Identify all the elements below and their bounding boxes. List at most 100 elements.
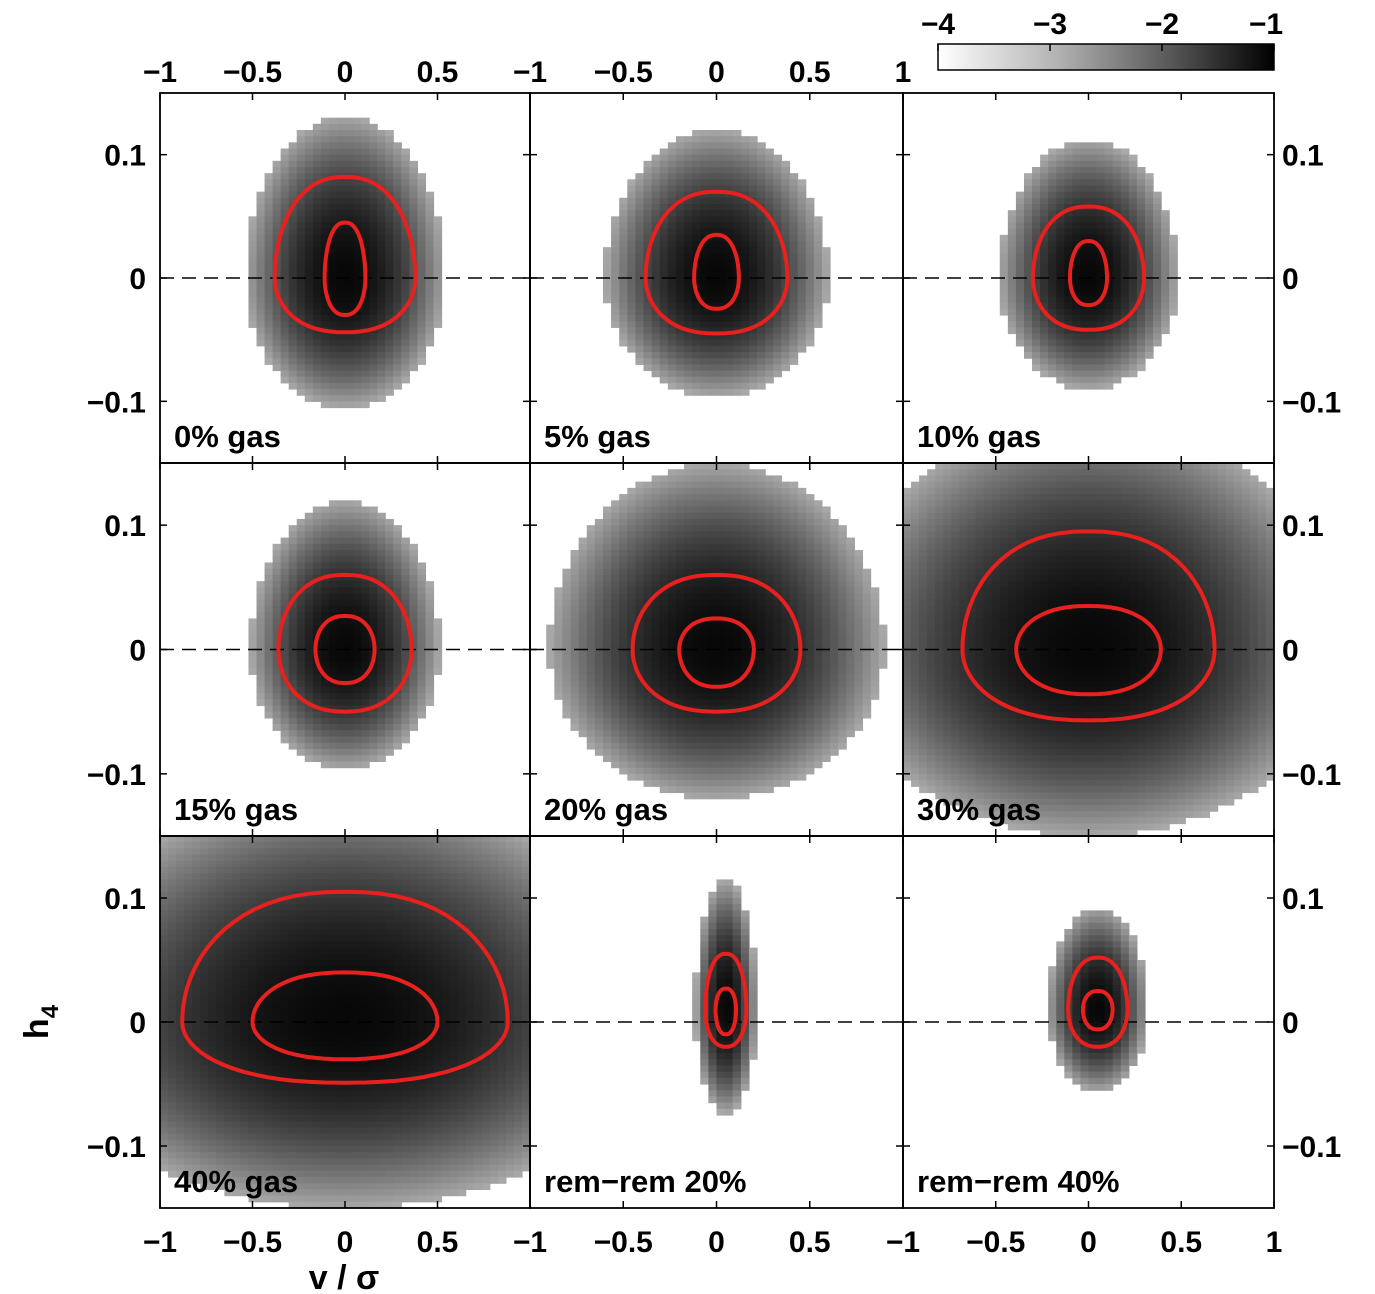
heat-cell	[716, 531, 726, 539]
heat-cell	[353, 518, 362, 526]
heat-cell	[675, 693, 685, 700]
heat-cell	[280, 686, 290, 694]
heat-cell	[369, 389, 378, 396]
heat-cell	[385, 265, 394, 273]
heat-cell	[369, 693, 378, 700]
heat-cell	[264, 711, 274, 719]
heat-cell	[361, 562, 370, 570]
heat-cell	[732, 222, 742, 230]
heat-cell	[570, 637, 580, 644]
heat-cell	[999, 241, 1009, 248]
heat-cell	[716, 247, 726, 254]
heat-cell	[425, 612, 435, 620]
heat-cell	[684, 637, 693, 644]
heat-cell	[312, 618, 322, 626]
heat-cell	[1128, 278, 1138, 285]
heat-cell	[1161, 228, 1170, 236]
heat-cell	[602, 531, 612, 539]
heat-cell	[264, 327, 274, 335]
heat-cell	[594, 630, 604, 638]
heat-cell	[288, 680, 298, 688]
heat-cell	[740, 315, 750, 322]
heat-cell	[813, 543, 823, 551]
heat-cell	[353, 699, 362, 707]
heat-cell	[417, 308, 427, 316]
heat-cell	[635, 197, 645, 205]
heat-cell	[1153, 290, 1162, 298]
heat-cell	[797, 271, 807, 279]
heat-cell	[611, 253, 620, 261]
heat-cell	[773, 630, 782, 638]
heat-cell	[570, 724, 580, 731]
heat-cell	[328, 699, 338, 707]
heat-cell	[773, 265, 782, 273]
heat-cell	[248, 216, 258, 224]
heat-cell	[748, 271, 758, 279]
heat-cell	[805, 562, 815, 570]
heat-cell	[700, 290, 709, 298]
heat-cell	[740, 736, 750, 744]
heat-cell	[724, 668, 734, 675]
panel-1: 0% gas	[160, 117, 530, 454]
heat-cell	[369, 376, 378, 384]
heat-cell	[336, 191, 346, 199]
heat-cell	[700, 222, 709, 230]
heat-cell	[740, 680, 750, 688]
heat-cell	[401, 556, 410, 564]
heat-cell	[999, 234, 1009, 242]
heat-cell	[336, 395, 346, 402]
heat-cell	[602, 599, 612, 607]
heat-cell	[256, 693, 266, 700]
heat-cell	[1088, 352, 1098, 359]
heat-cell	[353, 142, 362, 150]
heat-cell	[716, 290, 726, 298]
heat-cell	[813, 259, 823, 267]
heat-cell	[320, 216, 330, 224]
heat-cell	[1048, 271, 1057, 279]
heat-cell	[1128, 247, 1138, 254]
heat-cell	[651, 624, 661, 632]
heat-cell	[830, 668, 839, 675]
heat-cell	[619, 668, 628, 675]
heat-cell	[821, 699, 831, 707]
heat-cell	[1007, 327, 1017, 335]
heat-cell	[789, 247, 799, 254]
heat-cell	[304, 333, 314, 341]
heat-cell	[708, 487, 718, 495]
heat-cell	[619, 327, 628, 335]
heat-cell	[320, 333, 330, 341]
heat-cell	[1088, 271, 1098, 279]
heat-cell	[256, 599, 266, 607]
heat-cell	[684, 599, 693, 607]
heat-cell	[409, 618, 418, 626]
heat-cell	[740, 699, 750, 707]
heat-cell	[667, 290, 677, 298]
heat-cell	[724, 222, 734, 230]
heat-cell	[361, 637, 370, 644]
heat-cell	[369, 259, 378, 267]
heat-cell	[369, 531, 378, 539]
heat-cell	[797, 550, 807, 557]
heat-cell	[425, 637, 435, 644]
heat-cell	[781, 234, 791, 242]
heat-cell	[304, 136, 314, 143]
heat-cell	[256, 581, 266, 588]
heat-cell	[781, 302, 791, 310]
heat-cell	[757, 185, 766, 193]
heat-cell	[619, 717, 628, 725]
heat-cell	[369, 358, 378, 365]
heat-cell	[716, 624, 726, 632]
heat-cell	[1112, 185, 1122, 193]
heat-cell	[692, 693, 701, 700]
heat-cell	[716, 537, 726, 545]
heat-cell	[684, 333, 693, 341]
heat-cell	[1088, 142, 1098, 150]
heat-cell	[821, 587, 831, 595]
heat-cell	[377, 730, 386, 738]
heat-cell	[1128, 296, 1138, 304]
heat-cell	[264, 624, 274, 632]
heat-cell	[594, 525, 604, 532]
heat-cell	[1128, 352, 1138, 359]
heat-cell	[781, 773, 791, 781]
heat-cell	[393, 154, 402, 162]
